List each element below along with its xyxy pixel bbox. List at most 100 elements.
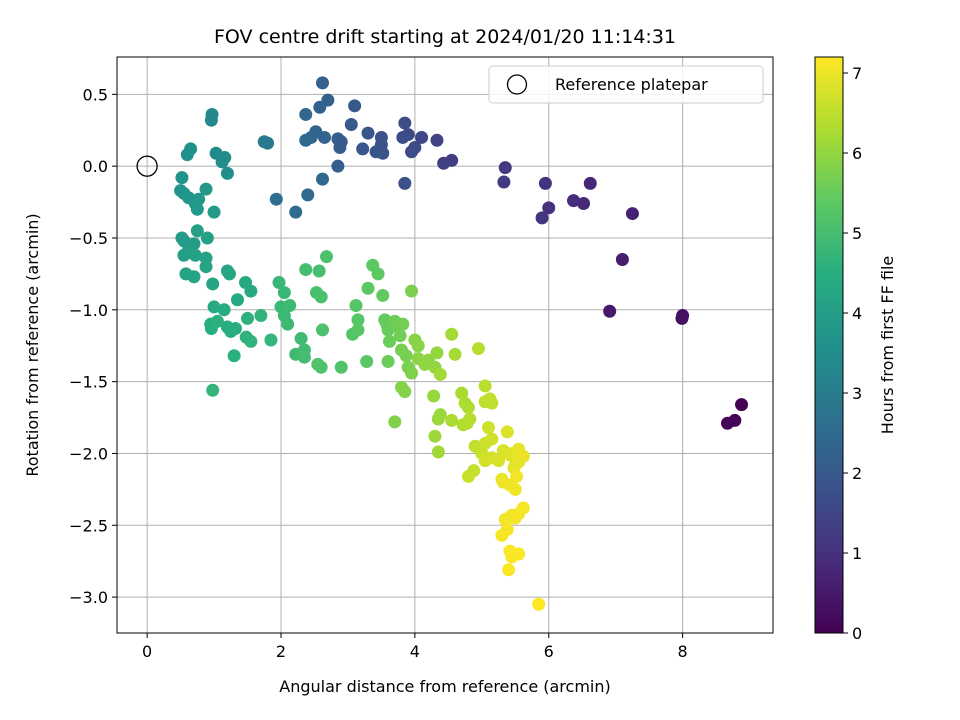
data-point <box>516 501 530 515</box>
x-axis-label: Angular distance from reference (arcmin) <box>279 677 610 696</box>
data-point <box>405 145 419 159</box>
data-point <box>720 416 734 430</box>
data-point <box>230 293 244 307</box>
data-point <box>398 176 412 190</box>
data-point <box>538 176 552 190</box>
data-point <box>314 360 328 374</box>
data-point <box>190 202 204 216</box>
data-point <box>180 148 194 162</box>
y-tick-label: −2.5 <box>69 516 108 535</box>
data-point <box>204 113 218 127</box>
data-point <box>396 130 410 144</box>
data-point <box>510 469 524 483</box>
data-point <box>461 400 475 414</box>
data-point <box>188 248 202 262</box>
data-point <box>411 339 425 353</box>
data-point <box>297 350 311 364</box>
colorbar-tick-label: 4 <box>852 304 862 323</box>
data-point <box>482 421 496 435</box>
data-point <box>179 267 193 281</box>
data-point <box>207 300 221 314</box>
data-point <box>312 264 326 278</box>
data-point <box>244 334 258 348</box>
data-point <box>615 253 629 267</box>
data-point <box>283 298 297 312</box>
data-point <box>430 346 444 360</box>
data-point <box>376 288 390 302</box>
x-tick-label: 8 <box>678 642 688 661</box>
data-point <box>516 449 530 463</box>
data-point <box>369 145 383 159</box>
data-point <box>301 188 315 202</box>
x-tick-label: 4 <box>410 642 420 661</box>
data-point <box>199 182 213 196</box>
data-point <box>206 277 220 291</box>
data-point <box>428 429 442 443</box>
data-point <box>433 367 447 381</box>
data-point <box>334 360 348 374</box>
colorbar-tick-label: 1 <box>852 544 862 563</box>
legend-marker-icon <box>506 74 528 95</box>
colorbar-tick-label: 0 <box>852 624 862 643</box>
data-point <box>478 379 492 393</box>
data-point <box>199 260 213 274</box>
y-axis-label: Rotation from reference (arcmin) <box>23 213 42 476</box>
data-point <box>207 205 221 219</box>
data-point <box>190 224 204 238</box>
data-point <box>269 192 283 206</box>
data-point <box>512 547 526 561</box>
plot-frame <box>116 56 774 634</box>
data-point <box>542 201 556 215</box>
data-point <box>175 171 189 185</box>
data-point <box>356 142 370 156</box>
x-tick-label: 2 <box>276 642 286 661</box>
data-point <box>485 396 499 410</box>
y-tick-label: −3.0 <box>69 588 108 607</box>
data-point <box>381 355 395 369</box>
data-point <box>463 412 477 426</box>
data-point <box>333 140 347 154</box>
data-point <box>272 276 286 290</box>
data-point <box>508 482 522 496</box>
data-point <box>398 116 412 130</box>
data-point <box>316 172 330 186</box>
data-points <box>136 76 749 611</box>
data-point <box>264 333 278 347</box>
data-point <box>313 100 327 114</box>
data-point <box>437 156 451 170</box>
data-point <box>502 563 516 577</box>
colorbar-label: Hours from first FF file <box>878 256 897 435</box>
data-point <box>361 281 375 295</box>
reference-platepar-marker <box>136 155 158 177</box>
data-point <box>316 76 330 90</box>
data-point <box>577 197 591 211</box>
data-point <box>625 207 639 221</box>
y-tick-label: −0.5 <box>69 229 108 248</box>
x-tick-label: 0 <box>142 642 152 661</box>
data-point <box>405 366 419 380</box>
data-point <box>532 597 546 611</box>
data-point <box>497 175 511 189</box>
data-point <box>567 194 581 208</box>
data-point <box>492 454 506 468</box>
data-point <box>220 166 234 180</box>
data-point <box>498 161 512 175</box>
y-tick-label: −2.0 <box>69 444 108 463</box>
y-tick-label: 0.5 <box>83 85 108 104</box>
data-point <box>603 304 617 318</box>
data-point <box>351 313 365 327</box>
data-point <box>382 334 396 348</box>
data-point <box>299 107 313 121</box>
data-point <box>535 211 549 225</box>
data-point <box>361 126 375 140</box>
data-point <box>471 342 485 356</box>
colorbar-frame <box>814 56 844 634</box>
data-point <box>281 317 295 331</box>
colorbar-ticks: 0 1 2 3 4 5 6 7 <box>843 64 862 643</box>
data-point <box>277 286 291 300</box>
data-point <box>430 133 444 147</box>
colorbar-gradient <box>815 57 843 633</box>
data-point <box>289 205 303 219</box>
data-point <box>254 309 268 323</box>
